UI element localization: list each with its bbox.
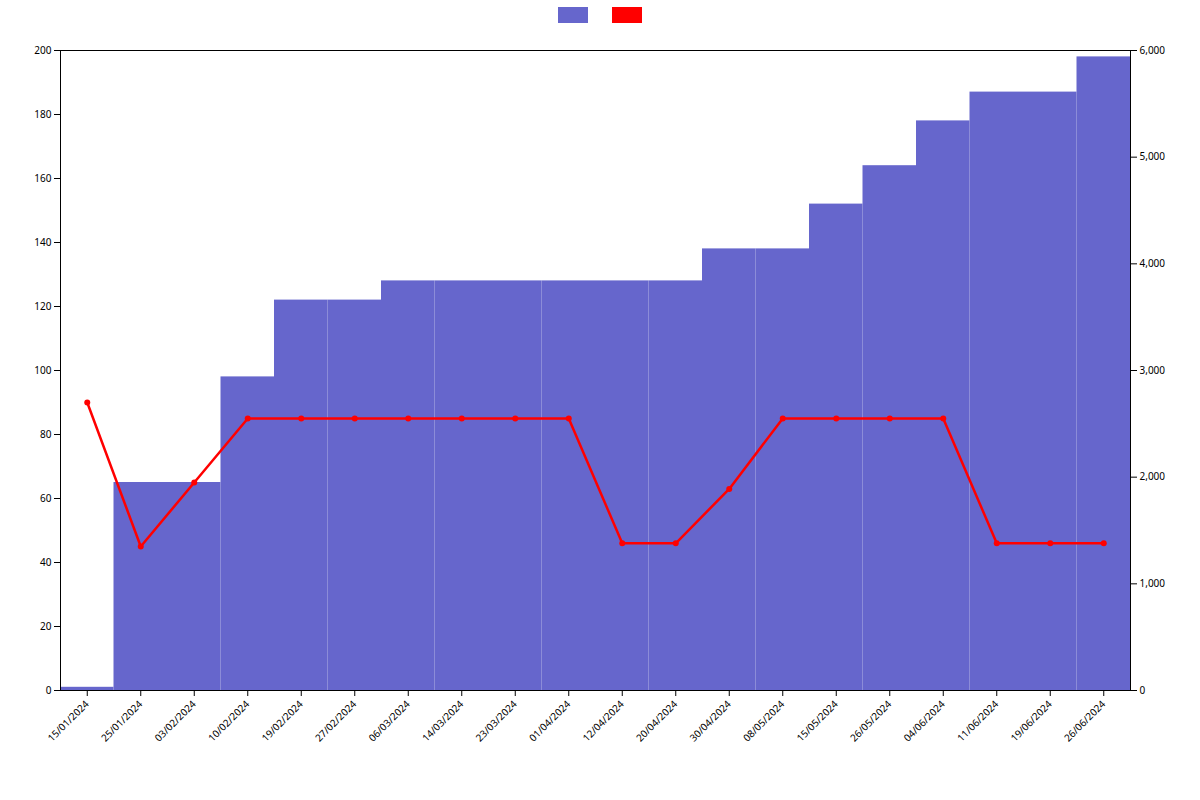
svg-text:14/03/2024: 14/03/2024 <box>419 697 467 745</box>
svg-text:11/06/2024: 11/06/2024 <box>954 697 1002 745</box>
svg-text:23/03/2024: 23/03/2024 <box>472 697 520 745</box>
svg-text:15/01/2024: 15/01/2024 <box>44 697 92 745</box>
svg-text:27/02/2024: 27/02/2024 <box>312 697 360 745</box>
svg-text:12/04/2024: 12/04/2024 <box>579 697 627 745</box>
svg-text:60: 60 <box>40 491 52 505</box>
svg-text:5,000: 5,000 <box>1140 149 1166 163</box>
svg-text:80: 80 <box>40 427 52 441</box>
svg-text:10/02/2024: 10/02/2024 <box>205 697 253 745</box>
svg-text:03/02/2024: 03/02/2024 <box>151 697 199 745</box>
svg-text:30/04/2024: 30/04/2024 <box>686 697 734 745</box>
svg-text:0: 0 <box>46 683 52 697</box>
svg-text:06/03/2024: 06/03/2024 <box>365 697 413 745</box>
svg-text:26/06/2024: 26/06/2024 <box>1061 697 1109 745</box>
svg-text:40: 40 <box>40 555 52 569</box>
svg-text:1,000: 1,000 <box>1140 576 1166 590</box>
svg-text:19/02/2024: 19/02/2024 <box>258 697 306 745</box>
svg-text:08/05/2024: 08/05/2024 <box>740 697 788 745</box>
svg-text:20/04/2024: 20/04/2024 <box>633 697 681 745</box>
svg-text:25/01/2024: 25/01/2024 <box>98 697 146 745</box>
svg-text:6,000: 6,000 <box>1140 43 1166 57</box>
svg-text:15/05/2024: 15/05/2024 <box>793 697 841 745</box>
svg-text:100: 100 <box>34 363 51 377</box>
svg-text:140: 140 <box>34 235 51 249</box>
svg-text:120: 120 <box>34 299 51 313</box>
svg-text:19/06/2024: 19/06/2024 <box>1007 697 1055 745</box>
svg-text:0: 0 <box>1140 683 1146 697</box>
svg-text:4,000: 4,000 <box>1140 256 1166 270</box>
svg-text:180: 180 <box>34 107 51 121</box>
svg-text:20: 20 <box>40 619 52 633</box>
svg-text:3,000: 3,000 <box>1140 363 1166 377</box>
svg-text:26/05/2024: 26/05/2024 <box>847 697 895 745</box>
svg-text:200: 200 <box>34 43 51 57</box>
svg-text:2,000: 2,000 <box>1140 469 1166 483</box>
svg-text:04/06/2024: 04/06/2024 <box>900 697 948 745</box>
svg-text:160: 160 <box>34 171 51 185</box>
svg-text:01/04/2024: 01/04/2024 <box>526 697 574 745</box>
